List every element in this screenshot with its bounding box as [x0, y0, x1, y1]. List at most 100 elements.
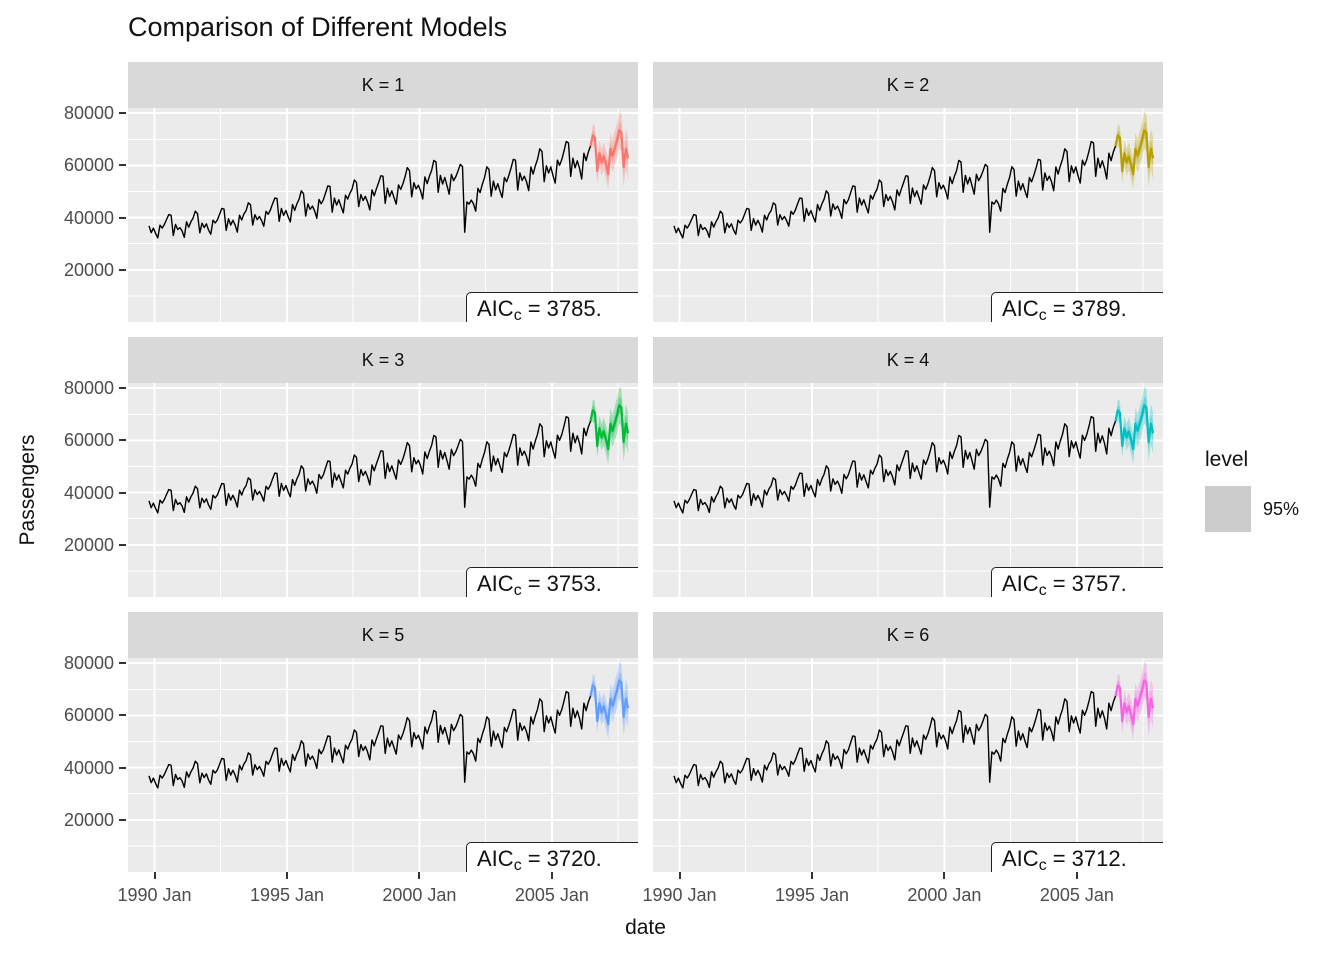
facet-strip-k1: K = 1 — [128, 62, 638, 108]
x-axis-tick — [418, 872, 421, 879]
y-axis-tick — [119, 766, 126, 769]
plot-panel-k5: AICc = 3720. — [128, 658, 638, 872]
aicc-subscript: c — [1038, 581, 1047, 597]
x-axis-tick-label: 1990 Jan — [642, 885, 717, 905]
panel-chart-k2 — [653, 108, 1163, 322]
x-axis-tick — [1075, 872, 1078, 879]
plot-panel-k1: AICc = 3785. — [128, 108, 638, 322]
facet-strip-k4: K = 4 — [653, 337, 1163, 383]
aicc-text: AIC — [1002, 846, 1039, 871]
y-axis-tick — [119, 164, 126, 167]
y-axis-tick-label: 60000 — [63, 430, 114, 451]
panel-chart-k6 — [653, 658, 1163, 872]
y-axis-tick-label: 20000 — [63, 809, 114, 830]
aicc-label-k2: AICc = 3789. — [991, 292, 1163, 322]
y-axis-tick-label: 60000 — [63, 155, 114, 176]
aicc-text: AIC — [477, 846, 514, 871]
legend-swatch-95-icon — [1205, 486, 1251, 532]
y-axis-tick — [119, 714, 126, 717]
x-axis-tick — [153, 872, 156, 879]
aicc-value: = 3789. — [1046, 296, 1127, 321]
aicc-subscript: c — [1038, 856, 1047, 872]
plot-panel-k6: AICc = 3712. — [653, 658, 1163, 872]
y-axis-tick — [119, 216, 126, 219]
y-axis-tick-label: 20000 — [63, 534, 114, 555]
plot-panel-k2: AICc = 3789. — [653, 108, 1163, 322]
aicc-value: = 3720. — [521, 846, 602, 871]
legend-title: level — [1205, 448, 1249, 471]
y-axis-tick — [119, 818, 126, 821]
x-axis-tick-label: 1995 Jan — [249, 885, 325, 905]
y-axis-tick-label: 80000 — [63, 378, 114, 399]
x-axis-tick — [943, 872, 946, 879]
aicc-subscript: c — [513, 306, 522, 322]
plot-panel-k4: AICc = 3757. — [653, 383, 1163, 597]
y-axis-tick-label: 80000 — [63, 653, 114, 674]
x-axis-tick — [286, 872, 288, 879]
facet-strip-label: K = 4 — [886, 349, 930, 370]
legend: level 95% — [1205, 448, 1335, 532]
aicc-value: = 3753. — [521, 571, 602, 596]
x-axis-tick-label: 2000 Jan — [907, 885, 982, 905]
facet-strip-label: K = 5 — [361, 624, 405, 645]
facet-k2: K = 2 AICc = 3789. — [653, 62, 1163, 322]
y-axis-tick-label: 20000 — [63, 259, 114, 280]
x-axis-tick-label: 2005 Jan — [1039, 885, 1114, 905]
aicc-text: AIC — [477, 571, 514, 596]
aicc-label-k4: AICc = 3757. — [991, 567, 1163, 597]
y-axis-tick-label: 80000 — [63, 103, 114, 124]
y-axis-tick — [119, 662, 126, 665]
facet-strip-label: K = 1 — [361, 74, 405, 95]
facet-strip-label: K = 3 — [361, 349, 405, 370]
aicc-label-k1: AICc = 3785. — [466, 292, 638, 322]
legend-label: 95% — [1263, 498, 1300, 519]
aicc-label-k3: AICc = 3753. — [466, 567, 638, 597]
aicc-subscript: c — [513, 581, 522, 597]
panel-chart-k5 — [128, 658, 638, 872]
x-axis-tick — [678, 872, 681, 879]
aicc-subscript: c — [513, 856, 522, 872]
facet-k5: K = 5 AICc = 3720. — [128, 612, 638, 872]
y-axis-tick-label: 60000 — [63, 705, 114, 726]
facet-k4: K = 4 AICc = 3757. — [653, 337, 1163, 597]
y-axis-tick — [119, 268, 126, 271]
facet-strip-label: K = 6 — [886, 624, 930, 645]
aicc-text: AIC — [477, 296, 514, 321]
facet-k1: K = 1 AICc = 3785. — [128, 62, 638, 322]
x-axis-tick-label: 1990 Jan — [117, 885, 192, 905]
panel-chart-k4 — [653, 383, 1163, 597]
x-axis-tick — [811, 872, 813, 879]
x-axis-tick-label: 1995 Jan — [774, 885, 850, 905]
y-axis-tick — [119, 387, 126, 390]
facet-strip-k2: K = 2 — [653, 62, 1163, 108]
x-axis-title: date — [625, 916, 666, 939]
facet-strip-k3: K = 3 — [128, 337, 638, 383]
facet-k3: K = 3 AICc = 3753. — [128, 337, 638, 597]
x-axis-tick-label: 2005 Jan — [514, 885, 589, 905]
facet-k6: K = 6 AICc = 3712. — [653, 612, 1163, 872]
y-axis-tick-label: 40000 — [63, 757, 114, 778]
aicc-text: AIC — [1002, 296, 1039, 321]
y-axis-tick — [119, 112, 126, 115]
y-axis-tick-label: 40000 — [63, 207, 114, 228]
aicc-value: = 3785. — [521, 296, 602, 321]
y-axis-tick — [119, 543, 126, 546]
aicc-value: = 3712. — [1046, 846, 1127, 871]
aicc-subscript: c — [1038, 306, 1047, 322]
y-axis-tick-label: 40000 — [63, 482, 114, 503]
facet-strip-label: K = 2 — [886, 74, 930, 95]
panel-chart-k1 — [128, 108, 638, 322]
aicc-value: = 3757. — [1046, 571, 1127, 596]
plot-panel-k3: AICc = 3753. — [128, 383, 638, 597]
panel-chart-k3 — [128, 383, 638, 597]
plot-title: Comparison of Different Models — [128, 12, 508, 42]
x-axis-tick-label: 2000 Jan — [382, 885, 457, 905]
x-axis-tick — [550, 872, 553, 879]
facet-strip-k6: K = 6 — [653, 612, 1163, 658]
y-axis-tick — [119, 491, 126, 494]
aicc-label-k5: AICc = 3720. — [466, 842, 638, 872]
aicc-label-k6: AICc = 3712. — [991, 842, 1163, 872]
facet-strip-k5: K = 5 — [128, 612, 638, 658]
aicc-text: AIC — [1002, 571, 1039, 596]
